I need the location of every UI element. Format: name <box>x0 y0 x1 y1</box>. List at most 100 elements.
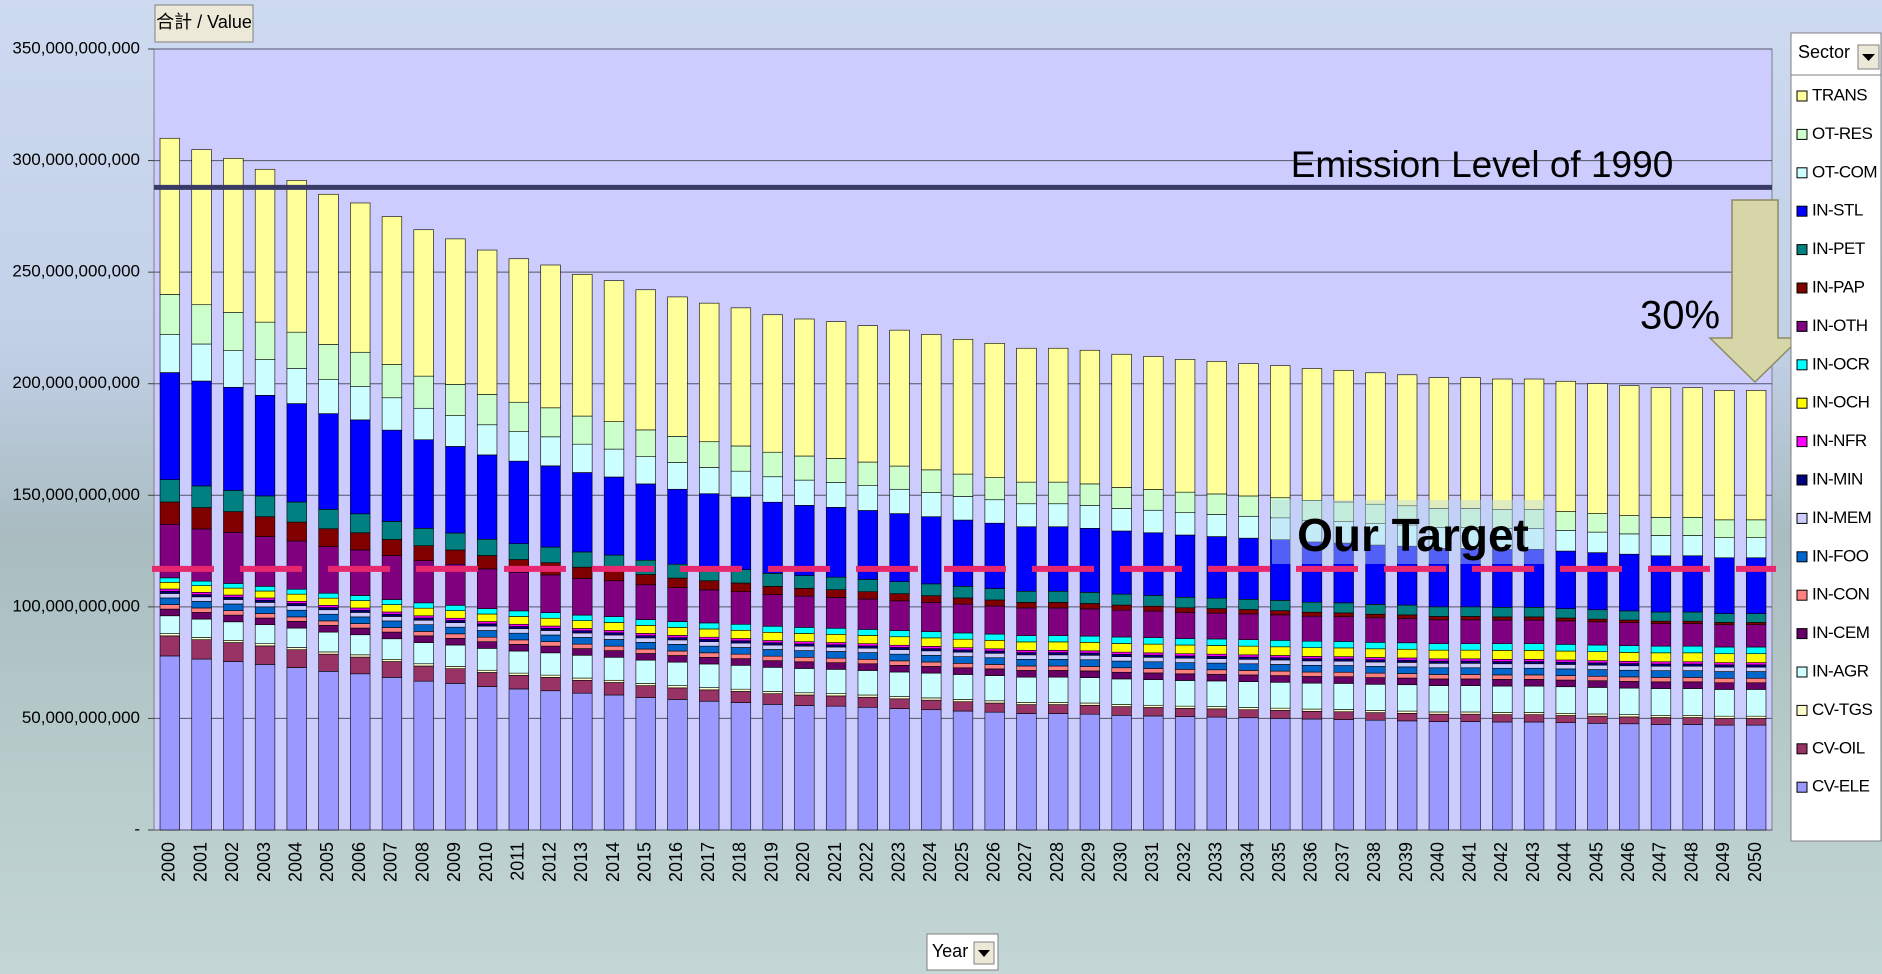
dropdown-icon[interactable] <box>978 950 990 957</box>
bar-segment <box>699 652 720 658</box>
bar-segment <box>1523 619 1545 644</box>
button-label[interactable]: 合計 / Value <box>156 12 252 32</box>
y-tick-label: 200,000,000,000 <box>12 373 140 392</box>
bar-segment <box>1111 651 1132 655</box>
bar-segment <box>350 600 371 609</box>
bar-segment <box>1301 647 1323 657</box>
bar-segment <box>635 642 656 650</box>
bar-segment <box>1301 665 1323 673</box>
bar-segment <box>762 451 783 478</box>
bar-segment <box>762 640 783 644</box>
dropdown-icon[interactable] <box>1862 54 1875 61</box>
bar-segment <box>699 493 720 568</box>
button-label[interactable]: Year <box>932 941 968 961</box>
bar-segment <box>1523 616 1545 621</box>
bar-segment <box>762 667 783 692</box>
button-label[interactable]: Sector <box>1798 42 1850 62</box>
bar-segment <box>1492 616 1513 621</box>
bar-segment <box>381 397 403 431</box>
x-tick-label: 2030 <box>1110 842 1130 882</box>
x-tick-label: 2020 <box>793 842 813 882</box>
bar-segment <box>254 495 276 518</box>
bar-segment <box>381 631 403 640</box>
bar-segment <box>1238 656 1259 660</box>
bar-segment <box>572 551 593 568</box>
bar-segment <box>1460 619 1481 644</box>
bar-segment <box>1428 616 1450 621</box>
bar-segment <box>635 659 656 684</box>
bar-segment <box>1619 622 1640 646</box>
bar-segment <box>762 573 783 587</box>
bar-segment <box>1206 612 1227 640</box>
bar-segment <box>1714 613 1735 623</box>
bar-segment <box>1143 679 1164 706</box>
bar-segment <box>254 617 276 626</box>
bar-segment <box>191 380 212 487</box>
button-frame[interactable] <box>154 4 254 43</box>
bar-segment <box>889 660 910 666</box>
bar-segment <box>445 683 466 831</box>
bar-segment <box>1397 677 1418 686</box>
bar-segment <box>1397 720 1418 831</box>
bar-segment <box>191 585 212 593</box>
bar-segment <box>1650 715 1672 718</box>
bar-segment <box>1460 711 1481 715</box>
bar-segment <box>794 705 815 831</box>
bar-segment <box>1492 663 1513 669</box>
sector-button[interactable]: Sector <box>1790 32 1882 76</box>
bar-segment <box>540 436 561 467</box>
bar-segment <box>857 647 878 653</box>
bar-segment <box>1523 685 1545 713</box>
x-tick-label: 2041 <box>1459 842 1479 882</box>
bar-segment <box>1301 658 1323 662</box>
bar-segment <box>1079 652 1101 656</box>
bar-segment <box>572 654 593 679</box>
bar-segment <box>857 670 878 696</box>
bar-segment <box>1143 532 1164 596</box>
bar-segment <box>699 639 720 642</box>
bar-segment <box>1619 681 1640 689</box>
bar-segment <box>223 386 244 491</box>
x-tick-label: 2009 <box>444 842 464 882</box>
bar-segment <box>1016 602 1037 609</box>
bar-segment <box>1587 687 1608 715</box>
bar-segment <box>1270 670 1291 676</box>
bar-segment <box>318 671 339 831</box>
bar-segment <box>1079 666 1101 672</box>
legend-label: IN-PET <box>1812 239 1865 258</box>
bar-segment <box>191 639 212 660</box>
bar-segment <box>1682 681 1703 689</box>
data-field-button[interactable]: 合計 / Value <box>154 4 254 43</box>
bar-segment <box>1365 712 1386 721</box>
bar-segment <box>1270 640 1291 648</box>
bar-segment <box>825 693 847 697</box>
bar-segment <box>1714 519 1735 538</box>
bar-segment <box>476 669 498 673</box>
bar-segment <box>921 469 942 493</box>
bar-segment <box>1206 662 1227 671</box>
bar-segment <box>286 331 307 369</box>
bar-segment <box>1555 712 1576 716</box>
year-button[interactable]: Year <box>926 933 999 971</box>
bar-segment <box>667 650 688 656</box>
y-tick-label: 350,000,000,000 <box>12 38 140 57</box>
bar-segment <box>762 501 783 574</box>
bar-segment <box>1492 643 1513 651</box>
bar-segment <box>1619 663 1640 667</box>
bar-segment <box>984 664 1005 670</box>
bar-segment <box>1048 658 1069 667</box>
bar-segment <box>1206 656 1227 659</box>
bar-segment <box>1079 704 1101 715</box>
bar-segment <box>1143 652 1164 656</box>
legend-swatch <box>1796 320 1808 332</box>
bar-segment <box>1174 612 1196 639</box>
bar-segment <box>1048 602 1069 609</box>
bar-segment <box>952 519 974 587</box>
bar-segment <box>921 637 942 647</box>
bar-segment <box>603 622 625 631</box>
bar-segment <box>825 589 847 598</box>
bar-segment <box>667 661 688 686</box>
bar-segment <box>762 655 783 661</box>
bar-segment <box>1587 644 1608 653</box>
bar-segment <box>1682 387 1703 518</box>
